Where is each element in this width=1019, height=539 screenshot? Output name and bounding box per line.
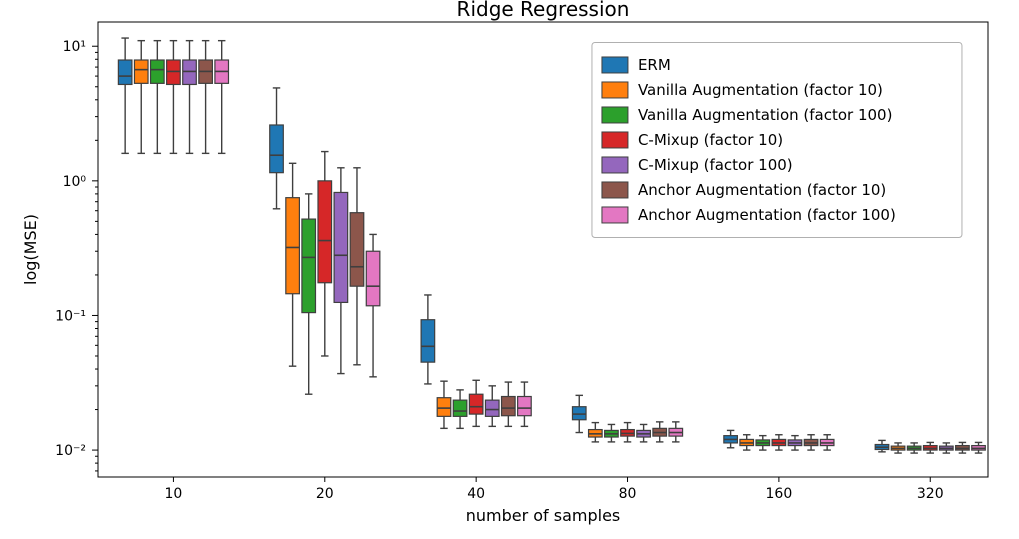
box: [453, 400, 467, 416]
box: [318, 181, 332, 283]
legend-label: C-Mixup (factor 10): [638, 131, 783, 149]
y-tick-label: 10⁻²: [55, 443, 86, 459]
legend-label: Anchor Augmentation (factor 10): [638, 181, 886, 199]
y-tick-label: 10⁻¹: [55, 308, 86, 324]
box: [502, 397, 516, 416]
box: [118, 60, 132, 84]
legend-label: Anchor Augmentation (factor 100): [638, 206, 896, 224]
box: [167, 60, 181, 84]
box: [302, 219, 316, 313]
box: [134, 60, 148, 83]
x-tick-label: 40: [467, 486, 485, 502]
legend-swatch: [602, 107, 628, 123]
legend-label: Vanilla Augmentation (factor 100): [638, 106, 893, 124]
x-tick-label: 160: [766, 486, 793, 502]
legend-swatch: [602, 157, 628, 173]
y-tick-label: 10⁰: [63, 174, 87, 190]
box: [183, 60, 197, 84]
legend-swatch: [602, 57, 628, 73]
legend-swatch: [602, 132, 628, 148]
box: [270, 125, 284, 173]
x-tick-label: 320: [917, 486, 944, 502]
legend-label: ERM: [638, 56, 671, 74]
box: [572, 407, 586, 420]
legend-label: C-Mixup (factor 100): [638, 156, 793, 174]
legend-swatch: [602, 82, 628, 98]
box: [421, 320, 435, 362]
y-axis-label: log(MSE): [21, 214, 40, 285]
box: [485, 400, 499, 416]
chart-title: Ridge Regression: [457, 0, 630, 21]
box: [437, 398, 451, 417]
box: [151, 60, 165, 83]
legend-swatch: [602, 182, 628, 198]
box: [518, 397, 532, 416]
chart-svg: Ridge Regression 10 20 40 80 160 320 number of …: [0, 0, 1019, 539]
box: [286, 198, 300, 294]
chart-container: Ridge Regression 10 20 40 80 160 320 number of …: [0, 0, 1019, 539]
legend-swatch: [602, 207, 628, 223]
x-tick-label: 20: [316, 486, 334, 502]
box: [334, 192, 348, 302]
box: [469, 394, 483, 414]
box: [350, 213, 364, 286]
x-axis-label: number of samples: [466, 506, 621, 525]
legend-label: Vanilla Augmentation (factor 10): [638, 81, 883, 99]
y-tick-label: 10¹: [63, 39, 86, 55]
x-tick-label: 80: [619, 486, 637, 502]
box: [366, 251, 380, 306]
x-tick-label: 10: [165, 486, 183, 502]
